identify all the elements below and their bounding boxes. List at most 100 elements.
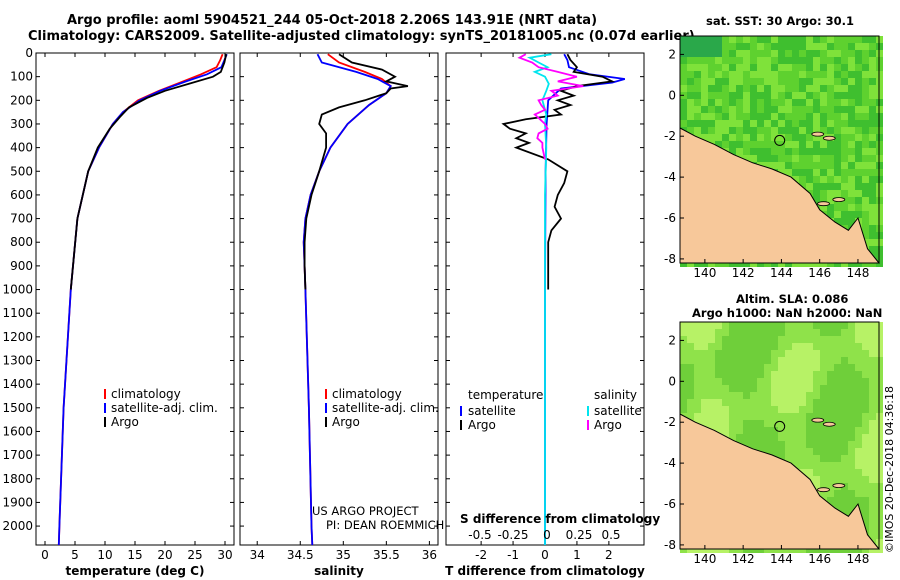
map-cell xyxy=(820,85,827,92)
map-cell xyxy=(757,155,764,162)
map-cell xyxy=(778,434,785,441)
map-cell xyxy=(806,329,813,336)
map-cell xyxy=(841,441,848,448)
map-cell xyxy=(848,176,855,183)
map-cell xyxy=(841,99,848,106)
map-cell xyxy=(862,64,869,71)
map-cell xyxy=(736,392,743,399)
map-cell xyxy=(680,350,687,357)
map-cell xyxy=(771,378,778,385)
map-cell xyxy=(785,134,792,141)
depth-tick-label: 500 xyxy=(10,164,33,178)
map-cell xyxy=(792,413,799,420)
map-cell xyxy=(750,336,757,343)
map-cell xyxy=(834,476,841,483)
map-cell xyxy=(862,113,869,120)
map-cell xyxy=(715,120,722,127)
map-cell xyxy=(729,78,736,85)
map-cell xyxy=(729,399,736,406)
map-cell xyxy=(827,71,834,78)
map-cell xyxy=(813,476,820,483)
map-cell xyxy=(869,218,876,225)
map-cell xyxy=(778,336,785,343)
map-cell xyxy=(848,462,855,469)
map-cell xyxy=(820,78,827,85)
map-cell xyxy=(869,169,876,176)
map-cell xyxy=(750,441,757,448)
map-cell xyxy=(792,455,799,462)
map-cell xyxy=(743,343,750,350)
map-cell xyxy=(764,148,771,155)
map-cell xyxy=(778,148,785,155)
map-cell xyxy=(827,329,834,336)
map-cell xyxy=(862,176,869,183)
map-cell xyxy=(701,36,708,43)
map-cell xyxy=(834,190,841,197)
map-cell xyxy=(715,113,722,120)
map-cell xyxy=(827,469,834,476)
map-cell xyxy=(848,322,855,329)
map-cell xyxy=(848,162,855,169)
map-cell xyxy=(778,378,785,385)
map-cell xyxy=(722,399,729,406)
map-cell xyxy=(687,336,694,343)
depth-tick-label: 1700 xyxy=(2,448,33,462)
map-cell xyxy=(729,148,736,155)
map-cell xyxy=(708,92,715,99)
map-cell xyxy=(806,336,813,343)
map-x-tick-label: 144 xyxy=(770,266,793,280)
map-x-tick-label: 148 xyxy=(846,552,869,566)
map-cell xyxy=(792,448,799,455)
map-cell xyxy=(862,71,869,78)
profile-plots: 0100200300400500600700800900100011001200… xyxy=(2,46,660,578)
map-cell xyxy=(785,434,792,441)
map-cell xyxy=(834,43,841,50)
island xyxy=(822,135,836,141)
map-cell xyxy=(862,364,869,371)
map-cell xyxy=(771,364,778,371)
map-cell xyxy=(778,134,785,141)
map-cell xyxy=(785,448,792,455)
map-cell xyxy=(771,371,778,378)
map-cell xyxy=(771,71,778,78)
map-cell xyxy=(778,329,785,336)
map-cell xyxy=(848,134,855,141)
map-cell xyxy=(743,413,750,420)
map-cell xyxy=(862,399,869,406)
header-line1: Argo profile: aoml 5904521_244 05-Oct-20… xyxy=(67,13,598,28)
map-cell xyxy=(764,106,771,113)
map-cell xyxy=(827,155,834,162)
map-cell xyxy=(757,322,764,329)
map-cell xyxy=(834,378,841,385)
map-cell xyxy=(813,64,820,71)
map-cell xyxy=(813,183,820,190)
map-cell xyxy=(848,99,855,106)
map-cell xyxy=(799,43,806,50)
depth-tick-label: 2000 xyxy=(2,519,33,533)
map-cell xyxy=(778,322,785,329)
map-cell xyxy=(869,350,876,357)
map-cell xyxy=(757,85,764,92)
map-cell xyxy=(771,448,778,455)
map-cell xyxy=(778,99,785,106)
map-cell xyxy=(694,336,701,343)
map-cell xyxy=(841,455,848,462)
map-cell xyxy=(799,64,806,71)
map-cell xyxy=(764,448,771,455)
map-cell xyxy=(834,350,841,357)
map-cell xyxy=(701,406,708,413)
map-cell xyxy=(841,371,848,378)
map-cell xyxy=(736,106,743,113)
map-cell xyxy=(722,427,729,434)
map-cell xyxy=(785,350,792,357)
map-cell xyxy=(820,413,827,420)
map-cell xyxy=(869,385,876,392)
map-cell xyxy=(708,36,715,43)
map-cell xyxy=(834,490,841,497)
map-cell xyxy=(820,448,827,455)
map-cell xyxy=(687,57,694,64)
map-cell xyxy=(841,329,848,336)
x-tick-label: 0 xyxy=(41,548,49,562)
map-cell xyxy=(841,141,848,148)
map-cell xyxy=(813,36,820,43)
